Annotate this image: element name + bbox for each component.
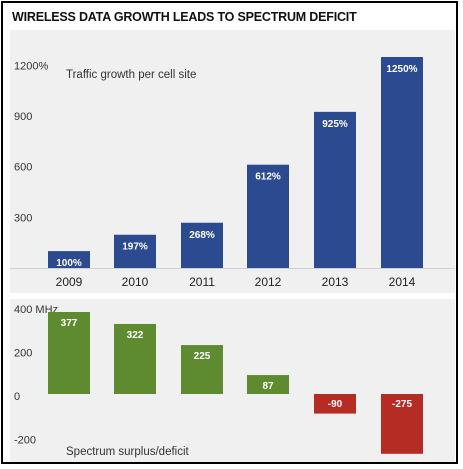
bar: [247, 375, 289, 394]
traffic-growth-panel: 1200% 900 600 300 Traffic growth per cell si…: [10, 30, 455, 293]
bar: [381, 394, 423, 454]
x-tick-label: 2014: [389, 275, 416, 289]
bar: [114, 323, 156, 394]
y-tick-label: 900: [14, 111, 32, 123]
bar-value-label: -275: [392, 399, 412, 410]
x-tick-label: 2011: [189, 275, 215, 289]
bar: [314, 394, 356, 414]
bar-value-label: 225: [194, 351, 211, 362]
y-tick-label: 600: [14, 162, 32, 174]
chart-caption: Spectrum surplus/deficit: [66, 446, 190, 458]
x-tick-label: 2009: [56, 275, 83, 289]
bar-value-label: 322: [127, 330, 144, 341]
bar: [181, 345, 223, 394]
bar-value-label: 925%: [322, 119, 348, 130]
bar-value-label: 377: [61, 318, 78, 329]
chart-title: WIRELESS DATA GROWTH LEADS TO SPECTRUM D…: [12, 10, 357, 24]
x-tick-label: 2010: [122, 275, 149, 289]
bar-value-label: 268%: [189, 230, 215, 241]
traffic-growth-chart: 1200% 900 600 300 Traffic growth per cell si…: [10, 57, 455, 289]
bar-value-label: 197%: [122, 242, 148, 253]
y-tick-label: -200: [14, 435, 36, 447]
spectrum-chart: 400 MHz 200 0 -200 377 322 225 87 -90 -275 Spectru…: [14, 304, 423, 458]
x-tick-label: 2013: [322, 275, 349, 289]
bar-value-label: 1250%: [386, 64, 417, 75]
bar-value-label: -90: [328, 399, 343, 410]
chart-frame: WIRELESS DATA GROWTH LEADS TO SPECTRUM D…: [1, 1, 458, 464]
chart-caption: Traffic growth per cell site: [66, 69, 196, 81]
y-tick-label: 0: [14, 391, 20, 403]
bar: [181, 222, 223, 268]
y-tick-label: 400 MHz: [14, 304, 58, 316]
bar: [381, 57, 423, 268]
bar: [114, 234, 156, 268]
bar: [314, 111, 356, 268]
spectrum-panel: 400 MHz 200 0 -200 377 322 225 87 -90 -275 Spectru…: [10, 299, 455, 462]
y-tick-label: 300: [14, 212, 32, 224]
bar-value-label: 87: [262, 381, 274, 392]
bar: [247, 164, 289, 268]
y-tick-label: 200: [14, 347, 32, 359]
bar: [48, 251, 90, 268]
bar-value-label: 612%: [255, 172, 281, 183]
bar-value-label: 100%: [56, 258, 82, 269]
bar: [48, 312, 90, 394]
y-tick-label: 1200%: [14, 60, 48, 72]
x-tick-label: 2012: [255, 275, 282, 289]
